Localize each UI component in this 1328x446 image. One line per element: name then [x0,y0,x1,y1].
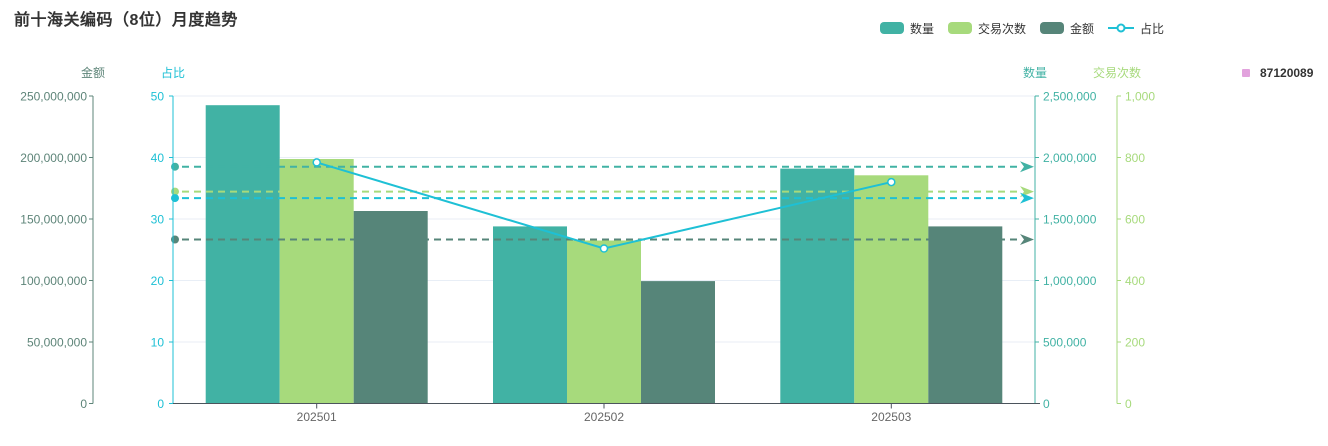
y-tick-label-交易次数: 600 [1125,213,1145,227]
y-tick-label-数量: 2,500,000 [1043,90,1097,104]
y-tick-label-数量: 0 [1043,397,1050,411]
legend-label: 交易次数 [977,21,1026,36]
y-axis-title-交易次数: 交易次数 [1093,65,1141,80]
y-tick-label-占比: 50 [151,90,165,104]
y-tick-label-交易次数: 200 [1125,336,1145,350]
markline-start-dot [171,194,179,203]
chart-title: 前十海关编码（8位）月度趋势 [14,12,238,29]
y-tick-label-数量: 2,000,000 [1043,151,1097,165]
legend-item-金额[interactable]: 金额 [1039,20,1094,37]
bar-数量-202503[interactable] [780,168,855,404]
legend-item-交易次数[interactable]: 交易次数 [947,20,1026,37]
bar-交易次数-202502[interactable] [567,240,641,404]
markline-start-dot [171,235,179,244]
bar-交易次数-202503[interactable] [854,175,929,404]
y-tick-label-占比: 10 [151,336,165,350]
bar-金额-202503[interactable] [928,226,1003,404]
chart-legend: 数量 交易次数 金额 占比 [879,20,1164,37]
y-tick-label-交易次数: 400 [1125,274,1145,288]
code-legend-swatch [1242,69,1250,77]
legend-bar-swatch [879,22,904,34]
y-tick-label-金额: 100,000,000 [20,274,87,288]
y-tick-label-交易次数: 800 [1125,151,1145,165]
legend-label: 占比 [1139,21,1164,36]
bar-金额-202501[interactable] [353,211,428,404]
bar-数量-202502[interactable] [493,226,567,404]
markline-arrow-icon [1020,234,1034,245]
legend-item-数量[interactable]: 数量 [879,20,934,37]
y-tick-label-数量: 1,000,000 [1043,274,1097,288]
x-tick-label-202503: 202503 [871,410,911,424]
line-point-202503[interactable] [887,177,896,187]
y-tick-label-交易次数: 1,000 [1125,90,1155,104]
legend-label: 金额 [1069,21,1094,36]
y-tick-label-金额: 200,000,000 [20,151,87,165]
y-tick-label-占比: 20 [151,274,165,288]
markline-arrow-icon [1020,192,1034,204]
y-axis-title-占比: 占比 [161,65,185,80]
y-tick-label-占比: 30 [151,213,165,227]
y-tick-label-数量: 1,500,000 [1043,213,1097,227]
y-axis-title-数量: 数量 [1023,65,1047,80]
legend-item-占比[interactable]: 占比 [1107,20,1164,37]
x-tick-label-202501: 202501 [297,410,337,424]
code-legend[interactable]: 87120089 [1242,66,1313,80]
bar-交易次数-202501[interactable] [279,159,354,404]
bar-数量-202501[interactable] [205,105,280,404]
y-tick-label-金额: 150,000,000 [20,213,87,227]
legend-line-marker-icon [1107,22,1134,34]
y-tick-label-金额: 0 [80,397,87,411]
x-tick-label-202502: 202502 [584,410,624,424]
y-axis-title-金额: 金额 [81,65,105,80]
legend-bar-swatch [947,22,972,34]
bar-金额-202502[interactable] [641,281,715,404]
legend-bar-swatch [1039,22,1064,34]
markline-start-dot [171,162,179,171]
line-point-202502[interactable] [599,244,609,253]
line-point-202501[interactable] [312,158,321,167]
y-tick-label-数量: 500,000 [1043,336,1087,350]
y-tick-label-交易次数: 0 [1125,397,1132,411]
y-tick-label-金额: 50,000,000 [27,336,87,350]
y-tick-label-占比: 40 [151,151,165,165]
y-tick-label-占比: 0 [157,397,164,411]
markline-arrow-icon [1020,161,1034,173]
legend-label: 数量 [909,21,934,36]
y-tick-label-金额: 250,000,000 [20,90,87,104]
code-legend-label: 87120089 [1260,66,1314,80]
